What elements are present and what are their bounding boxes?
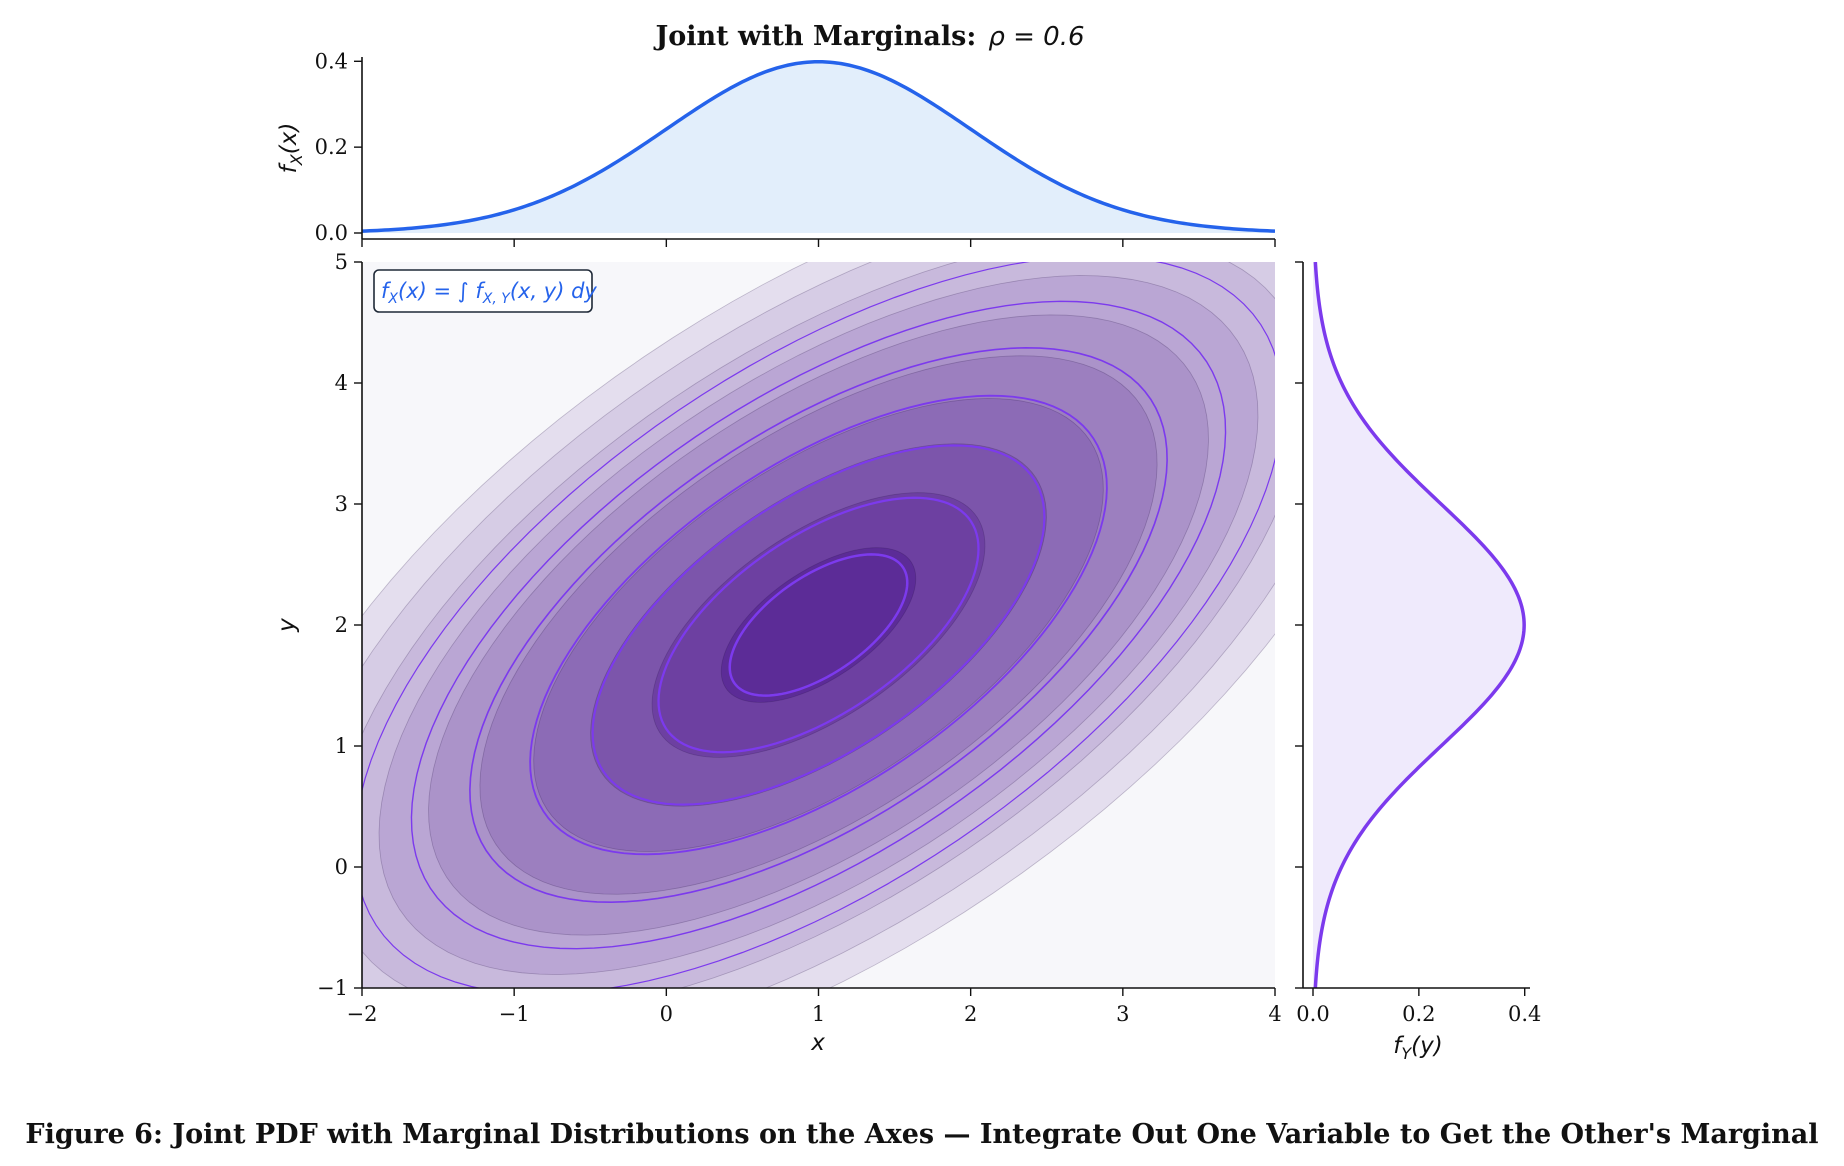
chart-title-rho: ρ = 0.6: [988, 22, 1084, 52]
top-y-tick-label: 0.0: [315, 221, 348, 245]
top-marginal-ticks: 0.0 0.2 0.4: [315, 49, 1276, 247]
y-tick-label: 4: [335, 371, 348, 395]
joint-ylabel: y: [274, 618, 300, 633]
x-tick-label: 1: [812, 1002, 825, 1026]
right-x-tick-label: 0.0: [1296, 1002, 1329, 1026]
y-tick-label: 5: [335, 250, 348, 274]
contour-line: [410, 300, 1227, 950]
contour-line: [591, 444, 1046, 806]
annotation-box: fX(x) = ∫ fX, Y(x, y) dy: [373, 269, 597, 313]
right-marginal-panel: 0.0 0.2 0.4 fY(y): [1295, 261, 1541, 1063]
top-marginal-area: [362, 61, 1275, 233]
right-marginal-ticks: 0.0 0.2 0.4: [1295, 261, 1541, 1026]
x-tick-label: 2: [964, 1002, 977, 1026]
right-marginal-xlabel: fY(y): [1393, 1033, 1442, 1063]
right-marginal-plot: [1313, 262, 1526, 988]
right-x-tick-label: 0.4: [1508, 1002, 1541, 1026]
top-marginal-ylabel: fX(x): [276, 123, 306, 174]
x-tick-label: 3: [1116, 1002, 1129, 1026]
filled-contour-level: [720, 547, 917, 703]
top-y-tick-label: 0.4: [315, 49, 348, 73]
x-tick-label: 0: [660, 1002, 673, 1026]
right-marginal-curve: [1313, 262, 1526, 988]
contour-line: [657, 496, 980, 754]
y-tick-label: −1: [317, 976, 348, 1000]
top-y-tick-label: 0.2: [315, 135, 348, 159]
contour-line: [529, 394, 1108, 856]
top-marginal-panel: 0.0 0.2 0.4 fX(x): [276, 49, 1276, 247]
joint-xlabel: x: [810, 1030, 825, 1056]
y-tick-label: 1: [335, 734, 348, 758]
y-tick-label: 0: [335, 855, 348, 879]
x-tick-label: −2: [347, 1002, 378, 1026]
contour-line: [469, 346, 1168, 904]
right-marginal-area: [1313, 262, 1525, 988]
contour-line: [362, 262, 1275, 988]
chart-title-prefix: Joint with Marginals:: [653, 21, 976, 52]
chart-title: Joint with Marginals: ρ = 0.6: [653, 21, 1084, 52]
top-marginal-curve: [362, 59, 1275, 233]
annotation-frame: [373, 269, 593, 313]
joint-contour-lines: [362, 262, 1275, 988]
x-tick-label: 4: [1268, 1002, 1281, 1026]
figure-caption: Figure 6: Joint PDF with Marginal Distri…: [25, 1119, 1818, 1150]
annotation-text: fX(x) = ∫ fX, Y(x, y) dy: [381, 279, 597, 307]
y-tick-label: 3: [335, 492, 348, 516]
right-x-tick-label: 0.2: [1402, 1002, 1435, 1026]
contour-line: [728, 553, 909, 697]
top-marginal-plot: [362, 59, 1275, 233]
y-tick-label: 2: [335, 613, 348, 637]
x-tick-label: −1: [499, 1002, 530, 1026]
